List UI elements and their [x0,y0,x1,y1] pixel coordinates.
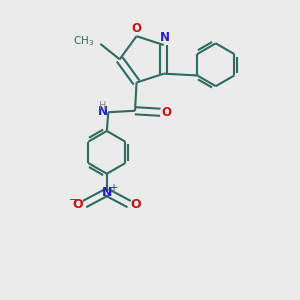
Text: −: − [68,195,78,205]
Text: CH$_3$: CH$_3$ [73,34,94,48]
Text: +: + [109,183,117,193]
Text: H: H [99,101,106,111]
Text: O: O [130,199,141,212]
Text: N: N [102,186,112,199]
Text: O: O [162,106,172,119]
Text: O: O [131,22,142,35]
Text: N: N [160,31,170,44]
Text: N: N [98,105,108,118]
Text: O: O [72,199,83,212]
